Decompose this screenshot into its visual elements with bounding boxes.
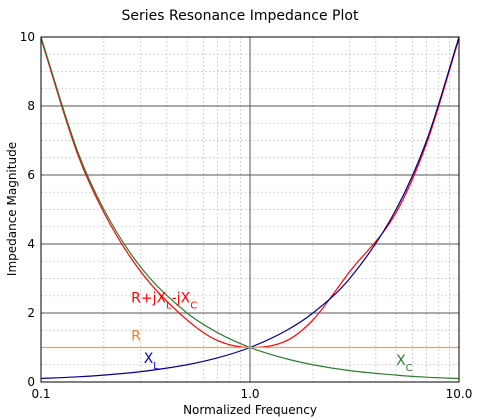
annotation-rjx: R+jXL-jXC [131,291,197,312]
annotation-r: R [131,329,141,345]
y-tick-label: 0 [27,375,35,389]
chart-title: Series Resonance Impedance Plot [122,8,359,24]
series-line-xc [40,36,460,380]
y-tick-label: 2 [27,306,35,320]
y-tick-label: 6 [27,168,35,182]
x-axis-title: Normalized Frequency [183,403,317,417]
x-tick-label: 1.0 [240,387,259,401]
x-tick-label: 0.1 [31,387,50,401]
y-tick-label: 10 [20,30,35,44]
y-tick-label: 4 [27,237,35,251]
annotations: R+jXL-jXC RXL XC [131,291,413,374]
annotation-xl: XL [144,351,160,372]
plot-frame [40,36,460,383]
tick-labels: 0.1 1.0 10.0 0 2 4 6 8 10 [20,30,473,401]
series-line-xl [40,36,460,380]
series-lines [40,36,460,380]
x-tick-label: 10.0 [446,387,473,401]
y-axis-title: Impedance Magnitude [5,142,19,276]
y-tick-label: 8 [27,99,35,113]
annotation-xc: XC [396,353,413,374]
